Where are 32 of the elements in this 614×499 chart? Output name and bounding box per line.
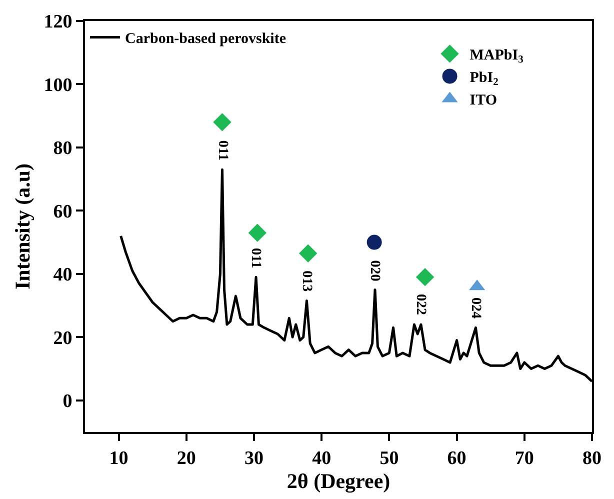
x-tick-label: 30	[244, 448, 264, 469]
x-tick-label: 80	[582, 448, 602, 469]
y-tick-label: 80	[53, 138, 72, 160]
y-tick-label: 120	[44, 12, 72, 33]
x-tick-label: 10	[109, 448, 128, 469]
y-tick-label: 40	[53, 264, 72, 286]
legend-label: PbI$_{2}$	[470, 70, 498, 88]
y-tick-label: 60	[53, 201, 72, 222]
y-axis-title: Intensity (a.u)	[10, 163, 34, 290]
y-tick-label: 0	[62, 391, 72, 412]
point	[248, 224, 266, 242]
point	[366, 234, 382, 250]
annotation: 011	[214, 140, 230, 161]
x-tick-label: 50	[380, 448, 399, 469]
annotation: 011	[248, 248, 264, 268]
x-tick-label: 60	[447, 448, 466, 469]
y-tick-label: 100	[44, 74, 72, 96]
y-tick-label: 20	[53, 328, 72, 349]
annotation: 013	[299, 270, 314, 292]
point	[213, 113, 232, 132]
point	[416, 268, 434, 286]
point	[298, 244, 318, 262]
legend-label: ITO	[470, 92, 498, 109]
annotation: 020	[367, 260, 382, 282]
annotation: 024	[468, 297, 483, 318]
legend-label: MAPbI$_{3}$	[470, 48, 524, 66]
annotation: 022	[412, 294, 428, 316]
x-tick-label: 20	[176, 448, 196, 469]
legend-label: Carbon-based perovskite	[125, 31, 286, 48]
x-tick-label: 40	[312, 448, 332, 469]
x-tick-label: 70	[514, 448, 534, 469]
x-axis-title: 2θ (Degree)	[286, 468, 390, 493]
